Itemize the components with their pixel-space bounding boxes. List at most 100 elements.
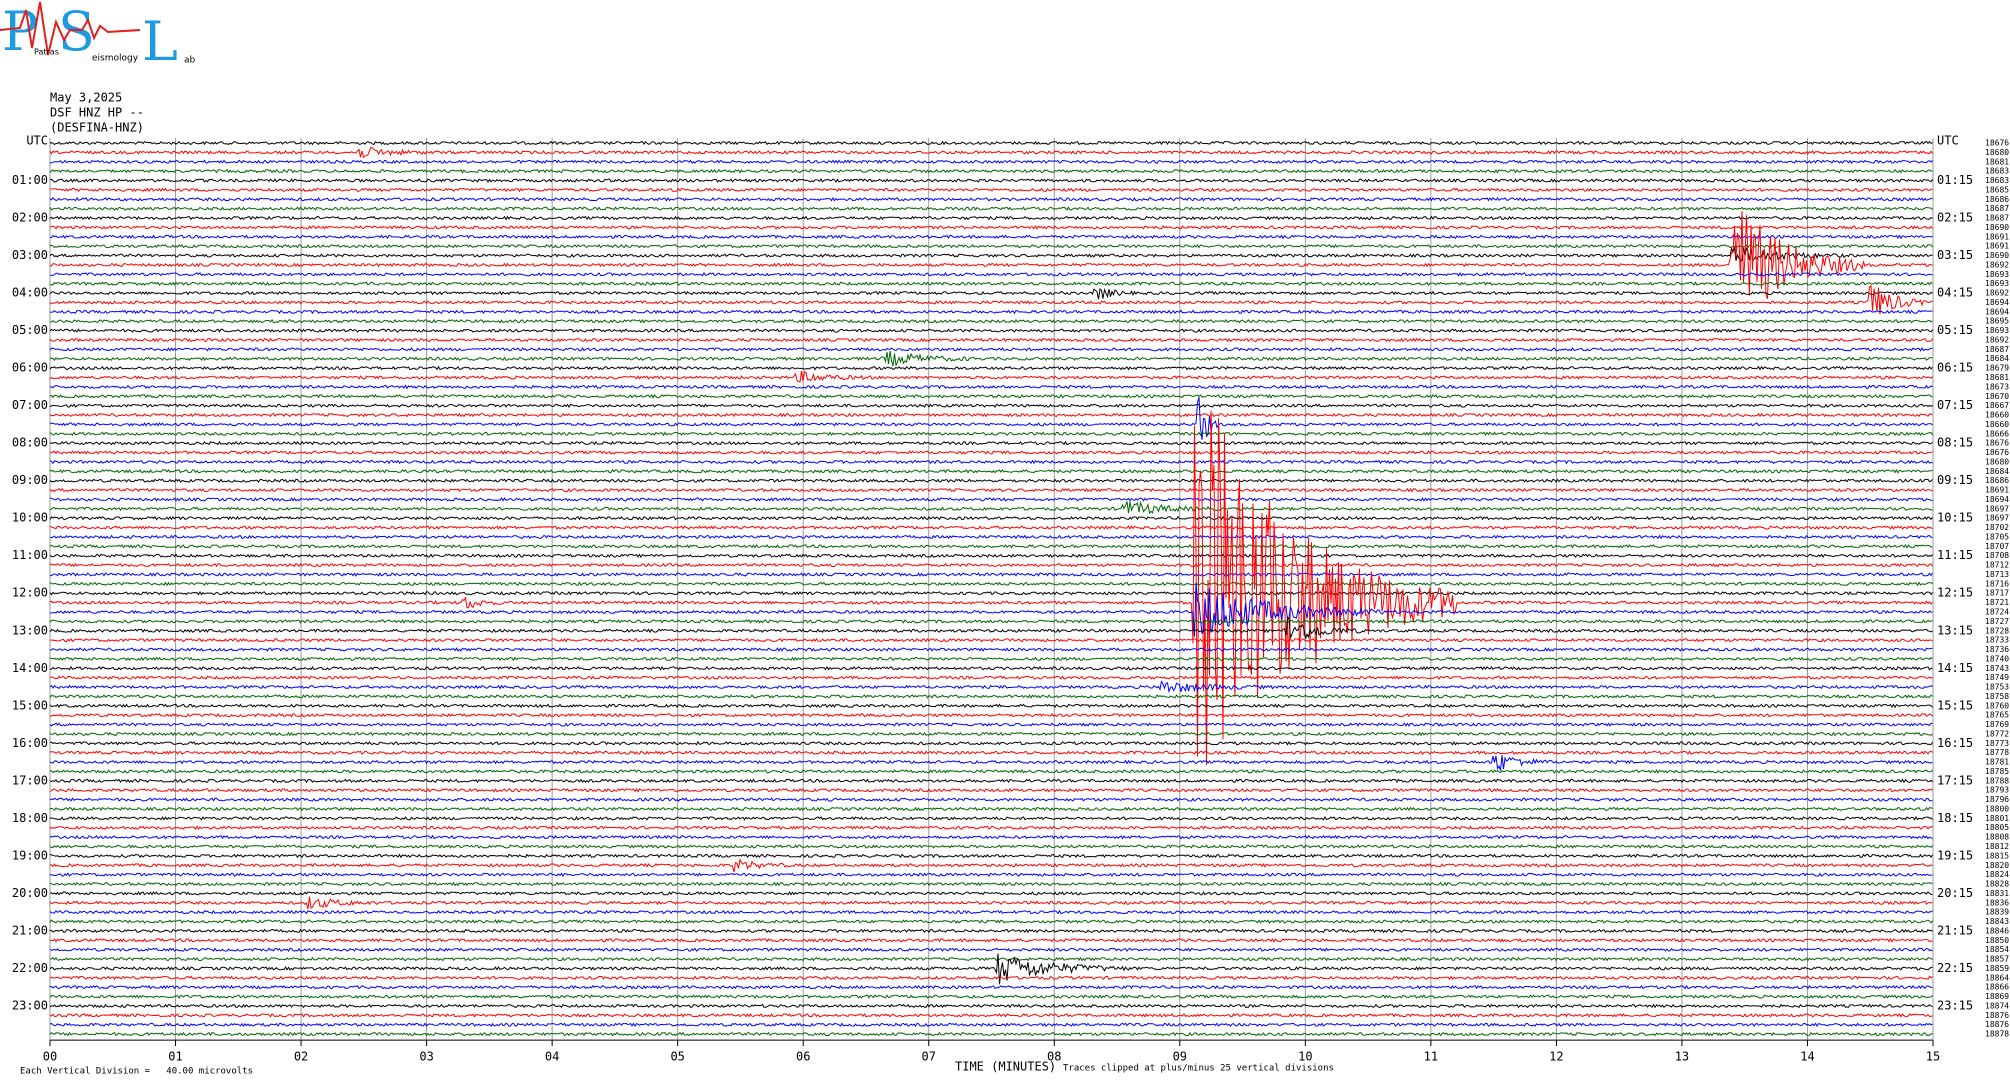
right-time-label: 21:15 <box>1937 923 1973 937</box>
trace-count: 18733 <box>1985 636 2009 645</box>
x-tick-label: 02 <box>294 1050 308 1064</box>
trace <box>49 403 1933 408</box>
x-tick-label: 10 <box>1298 1050 1312 1064</box>
left-time-label: 09:00 <box>12 473 48 487</box>
trace-count: 18808 <box>1985 833 2009 842</box>
left-time-label: 14:00 <box>12 661 48 675</box>
left-time-label: 21:00 <box>12 923 48 937</box>
logo-letter: P <box>2 0 38 63</box>
right-time-label: 02:15 <box>1937 211 1973 225</box>
trace-count: 18692 <box>1985 260 2009 269</box>
trace-count: 18805 <box>1985 823 2009 832</box>
right-time-label: 03:15 <box>1937 248 1973 262</box>
trace-count: 18736 <box>1985 645 2009 654</box>
trace-count: 18681 <box>1985 373 2009 382</box>
trace <box>49 281 1933 286</box>
trace-count: 18758 <box>1985 692 2009 701</box>
trace-count: 18859 <box>1985 964 2009 973</box>
left-time-label: 23:00 <box>12 998 48 1012</box>
trace-count: 18846 <box>1985 926 2009 935</box>
trace <box>49 1031 1933 1037</box>
trace <box>49 215 1933 221</box>
trace <box>49 328 1933 333</box>
trace <box>49 778 1933 784</box>
trace-count: 18781 <box>1985 758 2009 767</box>
x-tick-label: 08 <box>1047 1050 1061 1064</box>
trace-count: 18717 <box>1985 589 2009 598</box>
trace-count: 18694 <box>1985 307 2009 316</box>
trace <box>49 712 1933 718</box>
trace-count: 18690 <box>1985 223 2009 232</box>
trace <box>49 909 1933 915</box>
left-time-label: 20:00 <box>12 886 48 900</box>
left-time-label: 17:00 <box>12 773 48 787</box>
x-tick-label: 01 <box>168 1050 182 1064</box>
trace <box>49 562 1933 568</box>
trace <box>50 271 1933 277</box>
right-time-label: UTC <box>1937 134 1959 148</box>
trace <box>50 984 1933 990</box>
trace-count: 18769 <box>1985 720 2009 729</box>
trace <box>49 478 1933 484</box>
trace <box>49 287 1933 300</box>
right-time-label: 22:15 <box>1937 961 1973 975</box>
trace <box>49 858 1933 873</box>
right-time-label: 09:15 <box>1937 473 1973 487</box>
trace-count: 18743 <box>1985 664 2009 673</box>
trace <box>49 1022 1933 1028</box>
clip-note: Traces clipped at plus/minus 25 vertical… <box>1063 1064 1334 1074</box>
trace-count: 18801 <box>1985 814 2009 823</box>
right-time-label: 19:15 <box>1937 848 1973 862</box>
trace-count: 18878 <box>1985 1030 2009 1039</box>
trace-count: 18843 <box>1985 917 2009 926</box>
trace <box>49 534 1933 540</box>
trace <box>49 309 1933 315</box>
right-time-label: 23:15 <box>1937 998 1973 1012</box>
trace <box>49 703 1933 709</box>
trace <box>49 384 1933 390</box>
left-time-label: 02:00 <box>12 211 48 225</box>
right-time-label: 01:15 <box>1937 173 1973 187</box>
right-time-label: 13:15 <box>1937 623 1973 637</box>
trace-count: 18850 <box>1985 936 2009 945</box>
trace <box>49 412 1933 418</box>
trace-count: 18687 <box>1985 214 2009 223</box>
trace <box>49 694 1933 699</box>
trace <box>49 825 1933 831</box>
right-time-label: 18:15 <box>1937 811 1973 825</box>
trace-count: 18869 <box>1985 992 2009 1001</box>
trace-count: 18824 <box>1985 870 2009 879</box>
trace <box>49 665 1933 671</box>
trace <box>49 947 1933 953</box>
trace-count: 18676 <box>1985 139 2009 148</box>
left-time-label: 15:00 <box>12 698 48 712</box>
trace <box>49 872 1933 877</box>
trace-count: 18753 <box>1985 683 2009 692</box>
trace <box>49 896 1933 910</box>
trace-count: 18683 <box>1985 176 2009 185</box>
trace-count: 18796 <box>1985 795 2009 804</box>
left-time-label: UTC <box>26 134 48 148</box>
trace-count: 18697 <box>1985 514 2009 523</box>
trace <box>49 797 1933 802</box>
trace-count: 18773 <box>1985 739 2009 748</box>
trace-count: 18800 <box>1985 804 2009 813</box>
trace <box>49 365 1933 371</box>
trace-count: 18681 <box>1985 157 2009 166</box>
left-time-label: 11:00 <box>12 548 48 562</box>
x-tick-label: 11 <box>1424 1050 1438 1064</box>
right-time-label: 17:15 <box>1937 773 1973 787</box>
trace-count: 18772 <box>1985 729 2009 738</box>
left-time-label: 22:00 <box>12 961 48 975</box>
trace <box>49 525 1933 531</box>
trace-count: 18820 <box>1985 861 2009 870</box>
trace-count: 18707 <box>1985 542 2009 551</box>
trace-count: 18687 <box>1985 345 2009 354</box>
trace-count: 18864 <box>1985 973 2009 982</box>
trace-count: 18839 <box>1985 908 2009 917</box>
trace <box>49 680 1933 694</box>
trace-count: 18686 <box>1985 476 2009 485</box>
trace <box>49 953 1933 985</box>
trace <box>49 806 1933 812</box>
trace-count: 18680 <box>1985 457 2009 466</box>
